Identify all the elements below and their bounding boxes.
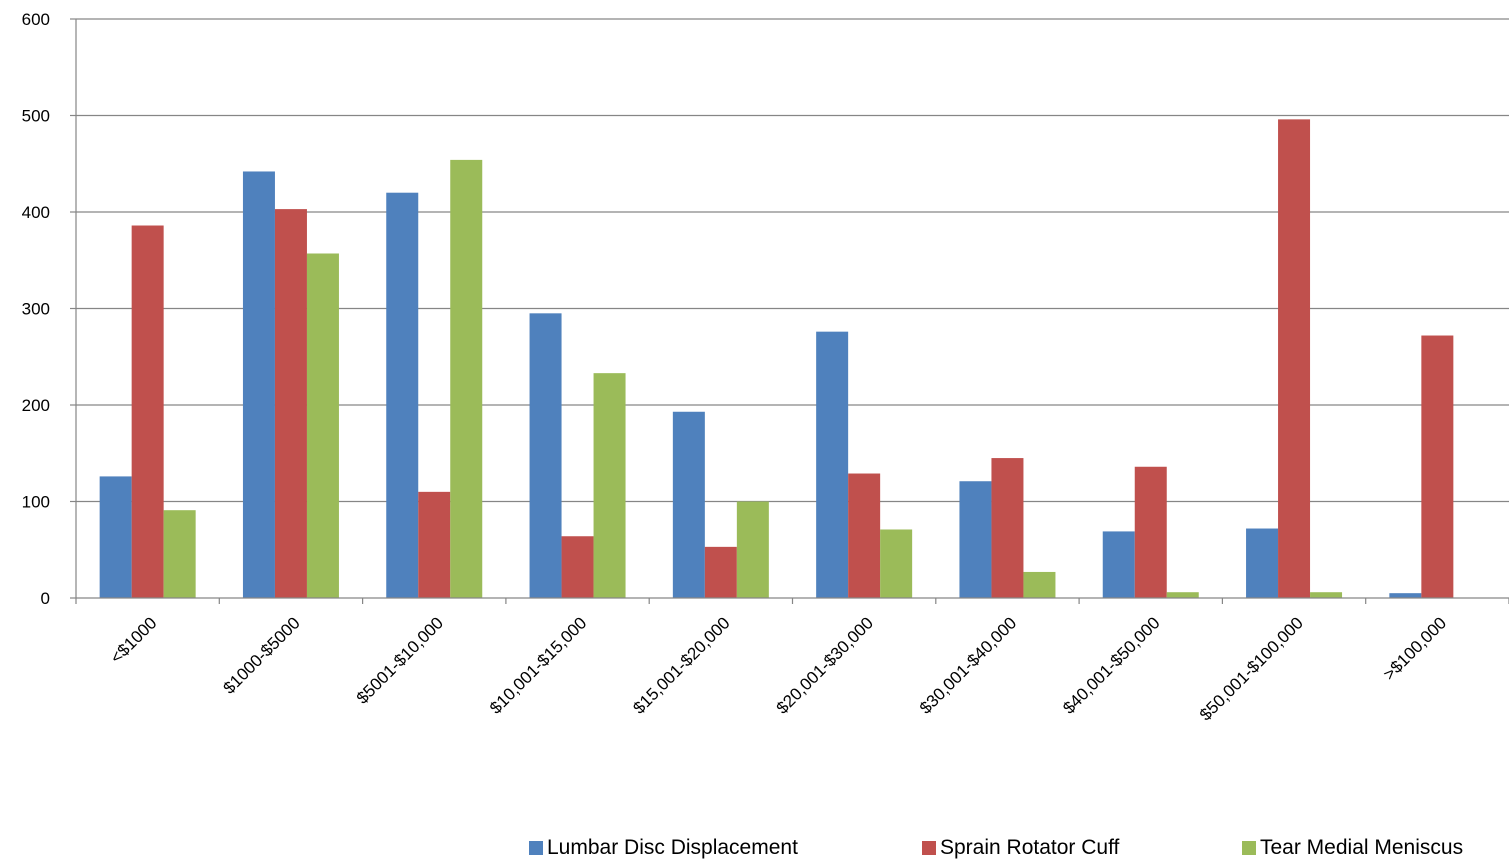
bar [163, 510, 196, 598]
y-tick-label: 200 [22, 396, 50, 415]
legend: Lumbar Disc Displacement Sprain Rotator C… [529, 836, 1463, 859]
bar [704, 546, 737, 598]
y-tick-label: 100 [22, 493, 50, 512]
bar [1134, 466, 1167, 598]
bar [1246, 528, 1279, 598]
bar [306, 253, 339, 598]
bar [418, 491, 451, 598]
legend-label: Tear Medial Meniscus [1260, 836, 1463, 859]
x-tick-label: >$100,000 [1380, 613, 1451, 684]
legend-swatch [529, 841, 543, 855]
bar [1102, 531, 1135, 598]
bar [1023, 571, 1056, 598]
bar [880, 529, 913, 598]
x-tick-label: <$1000 [107, 613, 161, 667]
bar [529, 313, 562, 598]
x-tick-label: $20,001-$30,000 [773, 613, 877, 717]
y-tick-label: 400 [22, 203, 50, 222]
bar [1278, 119, 1311, 599]
y-tick-label: 0 [41, 589, 50, 608]
x-tick-label: $40,001-$50,000 [1059, 613, 1163, 717]
x-tick-label: $10,001-$15,000 [486, 613, 590, 717]
y-tick-label: 600 [22, 10, 50, 29]
legend-swatch [922, 841, 936, 855]
bar [561, 536, 594, 598]
bar [242, 171, 275, 598]
x-tick-label: $30,001-$40,000 [916, 613, 1020, 717]
bar [816, 331, 849, 598]
bar [991, 458, 1024, 598]
bar [1166, 592, 1199, 598]
x-tick-label: $5001-$10,000 [353, 613, 447, 707]
legend-label: Sprain Rotator Cuff [940, 836, 1120, 859]
x-tick-label: $50,001-$100,000 [1196, 613, 1307, 724]
axes [70, 18, 1509, 604]
bar [672, 411, 705, 598]
bar [736, 501, 769, 598]
bar [450, 159, 483, 598]
bar [99, 476, 132, 598]
x-axis-tick-labels: <$1000 $1000-$5000 $5001-$10,000 $10,001-$1… [107, 613, 1451, 724]
bar [386, 192, 419, 598]
bar [1310, 592, 1343, 598]
bar [131, 225, 164, 598]
y-tick-label: 300 [22, 300, 50, 319]
legend-swatch [1242, 841, 1256, 855]
bar [593, 373, 626, 598]
y-axis-tick-labels: 0 100 200 300 400 500 600 [22, 10, 50, 608]
bar [1421, 335, 1454, 598]
bar [959, 481, 992, 598]
x-tick-label: $1000-$5000 [219, 613, 303, 697]
bar [274, 209, 307, 599]
bar [1389, 593, 1422, 598]
bars [99, 119, 1454, 599]
y-tick-label: 500 [22, 107, 50, 126]
x-tick-label: $15,001-$20,000 [629, 613, 733, 717]
bar [848, 473, 881, 598]
legend-label: Lumbar Disc Displacement [547, 836, 798, 859]
